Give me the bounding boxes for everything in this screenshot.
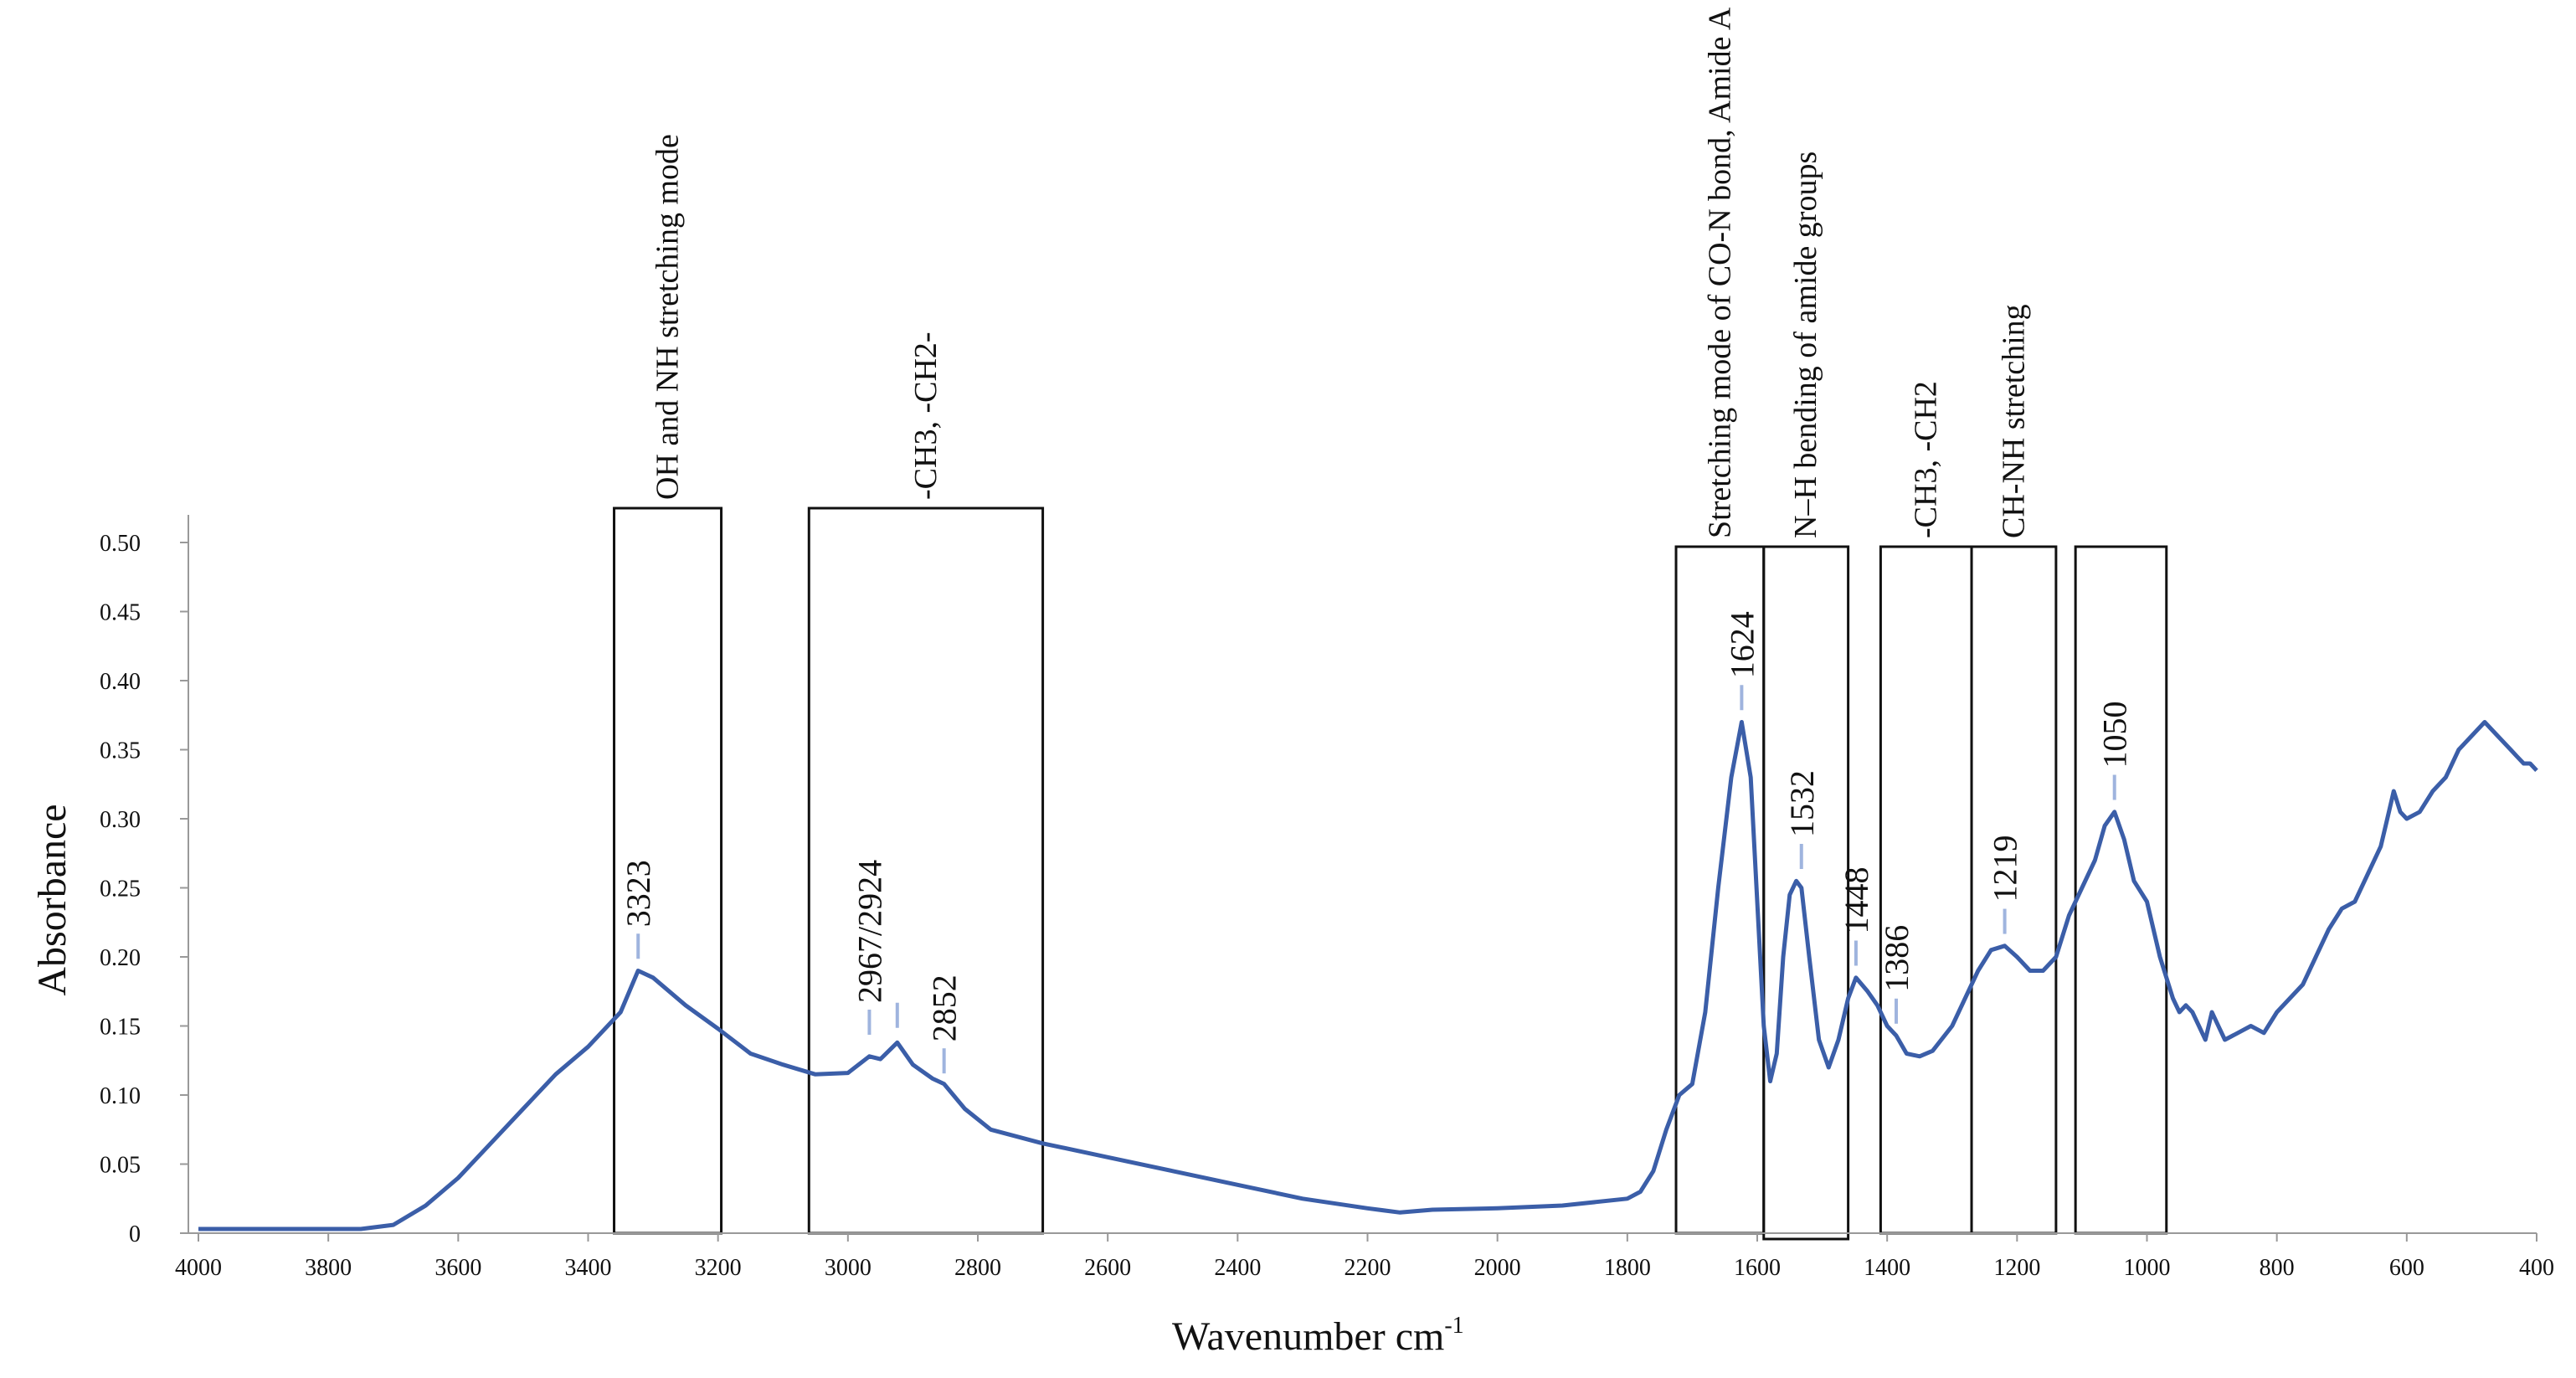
x-tick-label: 1800 bbox=[1604, 1255, 1651, 1281]
x-tick-label: 600 bbox=[2389, 1255, 2424, 1281]
region-label: -CH3, -CH2- bbox=[908, 332, 944, 500]
y-tick-label: 0 bbox=[129, 1221, 141, 1247]
x-tick-label: 800 bbox=[2260, 1255, 2295, 1281]
region-boxes: OH and NH stretching mode -CH3, -CH2- Stre… bbox=[613, 7, 2168, 1241]
x-tick-label: 400 bbox=[2519, 1255, 2554, 1281]
peak-label: 1532 bbox=[1783, 770, 1821, 837]
x-tick-label: 2200 bbox=[1345, 1255, 1391, 1281]
peak-label: 2967/2924 bbox=[851, 860, 888, 1003]
peak-label: 1219 bbox=[1987, 836, 2024, 902]
spectrum-line bbox=[198, 720, 2538, 1231]
y-tick-label: 0.35 bbox=[100, 738, 141, 764]
x-axis-ticks: 4000 3800 3600 3400 3200 3000 2800 2600 2400 2200… bbox=[175, 1233, 2554, 1281]
region-box bbox=[1762, 545, 1850, 1241]
region-box bbox=[1879, 545, 1973, 1235]
x-tick-label: 3200 bbox=[695, 1255, 742, 1281]
y-tick-label: 0.15 bbox=[100, 1015, 141, 1041]
peak-label: 1448 bbox=[1838, 867, 1875, 934]
x-tick-label: 4000 bbox=[175, 1255, 222, 1281]
peak-label: 2852 bbox=[926, 974, 964, 1041]
x-tick-label: 1600 bbox=[1734, 1255, 1781, 1281]
peak-label: 1386 bbox=[1878, 925, 1915, 992]
x-tick-label: 2000 bbox=[1474, 1255, 1521, 1281]
x-tick-label: 3600 bbox=[434, 1255, 481, 1281]
y-tick-label: 0.45 bbox=[100, 600, 141, 626]
y-tick-label: 0.40 bbox=[100, 669, 141, 695]
x-tick-label: 3000 bbox=[825, 1255, 872, 1281]
x-tick-label: 2800 bbox=[954, 1255, 1001, 1281]
y-tick-label: 0.25 bbox=[100, 877, 141, 902]
x-tick-label: 1000 bbox=[2124, 1255, 2171, 1281]
region-box bbox=[807, 506, 1045, 1235]
y-tick-label: 0.10 bbox=[100, 1083, 141, 1109]
peak-label: 1624 bbox=[1723, 611, 1761, 678]
y-tick-label: 0.50 bbox=[100, 531, 141, 557]
peak-label: 1050 bbox=[2096, 702, 2134, 769]
region-label: N–H bending of amide groups bbox=[1788, 152, 1823, 538]
region-box bbox=[2074, 545, 2168, 1235]
x-axis-title: Wavenumber cm-1 bbox=[1172, 1313, 1464, 1359]
y-tick-label: 0.20 bbox=[100, 945, 141, 971]
x-tick-label: 3800 bbox=[305, 1255, 352, 1281]
x-tick-label: 2600 bbox=[1084, 1255, 1131, 1281]
y-axis-title: Absorbance bbox=[30, 804, 75, 995]
y-axis-ticks: 0 0.05 0.10 0.15 0.20 0.25 0.30 0.35 0.40 0.45 0.5… bbox=[100, 531, 188, 1247]
region-label: -CH3, -CH2 bbox=[1909, 381, 1944, 538]
region-label: Stretching mode of CO-N bond, Amide A bbox=[1702, 7, 1737, 538]
peak-label: 3323 bbox=[620, 860, 657, 927]
region-label: OH and NH stretching mode bbox=[650, 134, 686, 500]
x-tick-label: 1400 bbox=[1864, 1255, 1910, 1281]
region-label: CH-NH stretching bbox=[1996, 304, 2031, 538]
y-tick-label: 0.30 bbox=[100, 807, 141, 833]
x-tick-label: 3400 bbox=[565, 1255, 612, 1281]
x-tick-label: 2400 bbox=[1214, 1255, 1261, 1281]
x-tick-label: 1200 bbox=[1993, 1255, 2040, 1281]
x-axis-title-superscript: -1 bbox=[1444, 1313, 1463, 1339]
y-tick-label: 0.05 bbox=[100, 1153, 141, 1179]
